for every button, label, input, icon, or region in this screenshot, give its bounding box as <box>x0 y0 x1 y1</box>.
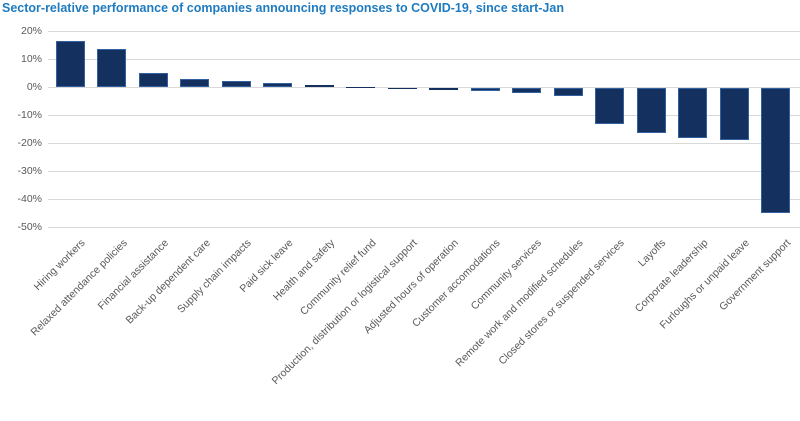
category-label: Government support <box>716 237 793 314</box>
category-label: Financial assistance <box>95 237 171 313</box>
bar <box>719 88 749 140</box>
bar <box>304 85 334 88</box>
bar <box>138 73 168 87</box>
y-tick-label: 0% <box>26 81 42 93</box>
y-tick-label: 20% <box>20 25 42 37</box>
category-label: Supply chain impacts <box>175 237 254 316</box>
gridline <box>48 143 800 144</box>
bar <box>263 83 293 88</box>
y-tick-label: 10% <box>20 53 42 65</box>
gridline <box>48 199 800 200</box>
bar <box>678 88 708 138</box>
bar <box>221 81 251 88</box>
bar <box>470 88 500 91</box>
gridline <box>48 115 800 116</box>
y-tick-label: -10% <box>17 109 42 121</box>
y-tick-label: -20% <box>17 137 42 149</box>
y-tick-label: -40% <box>17 193 42 205</box>
gridline <box>48 59 800 60</box>
category-label: Layoffs <box>636 237 669 270</box>
gridline <box>48 31 800 32</box>
gridline <box>48 227 800 228</box>
bar <box>387 88 417 89</box>
category-label: Community services <box>468 237 545 313</box>
category-label: Production, distribution or logistical s… <box>269 237 420 388</box>
y-tick-label: -50% <box>17 221 42 233</box>
bar <box>595 88 625 124</box>
bar <box>429 88 459 90</box>
bar <box>180 78 210 87</box>
bar <box>56 40 85 87</box>
gridline <box>48 171 800 172</box>
bar <box>97 49 127 88</box>
chart-title: Sector-relative performance of companies… <box>2 1 564 15</box>
bar <box>760 88 790 213</box>
gridline <box>48 87 800 88</box>
category-label: Community relief fund <box>297 237 379 318</box>
bar <box>636 88 666 133</box>
y-tick-label: -30% <box>17 165 42 177</box>
bar <box>346 86 376 88</box>
bar <box>553 88 583 96</box>
bar <box>512 88 542 93</box>
category-label: Corporate leadership <box>632 237 711 315</box>
